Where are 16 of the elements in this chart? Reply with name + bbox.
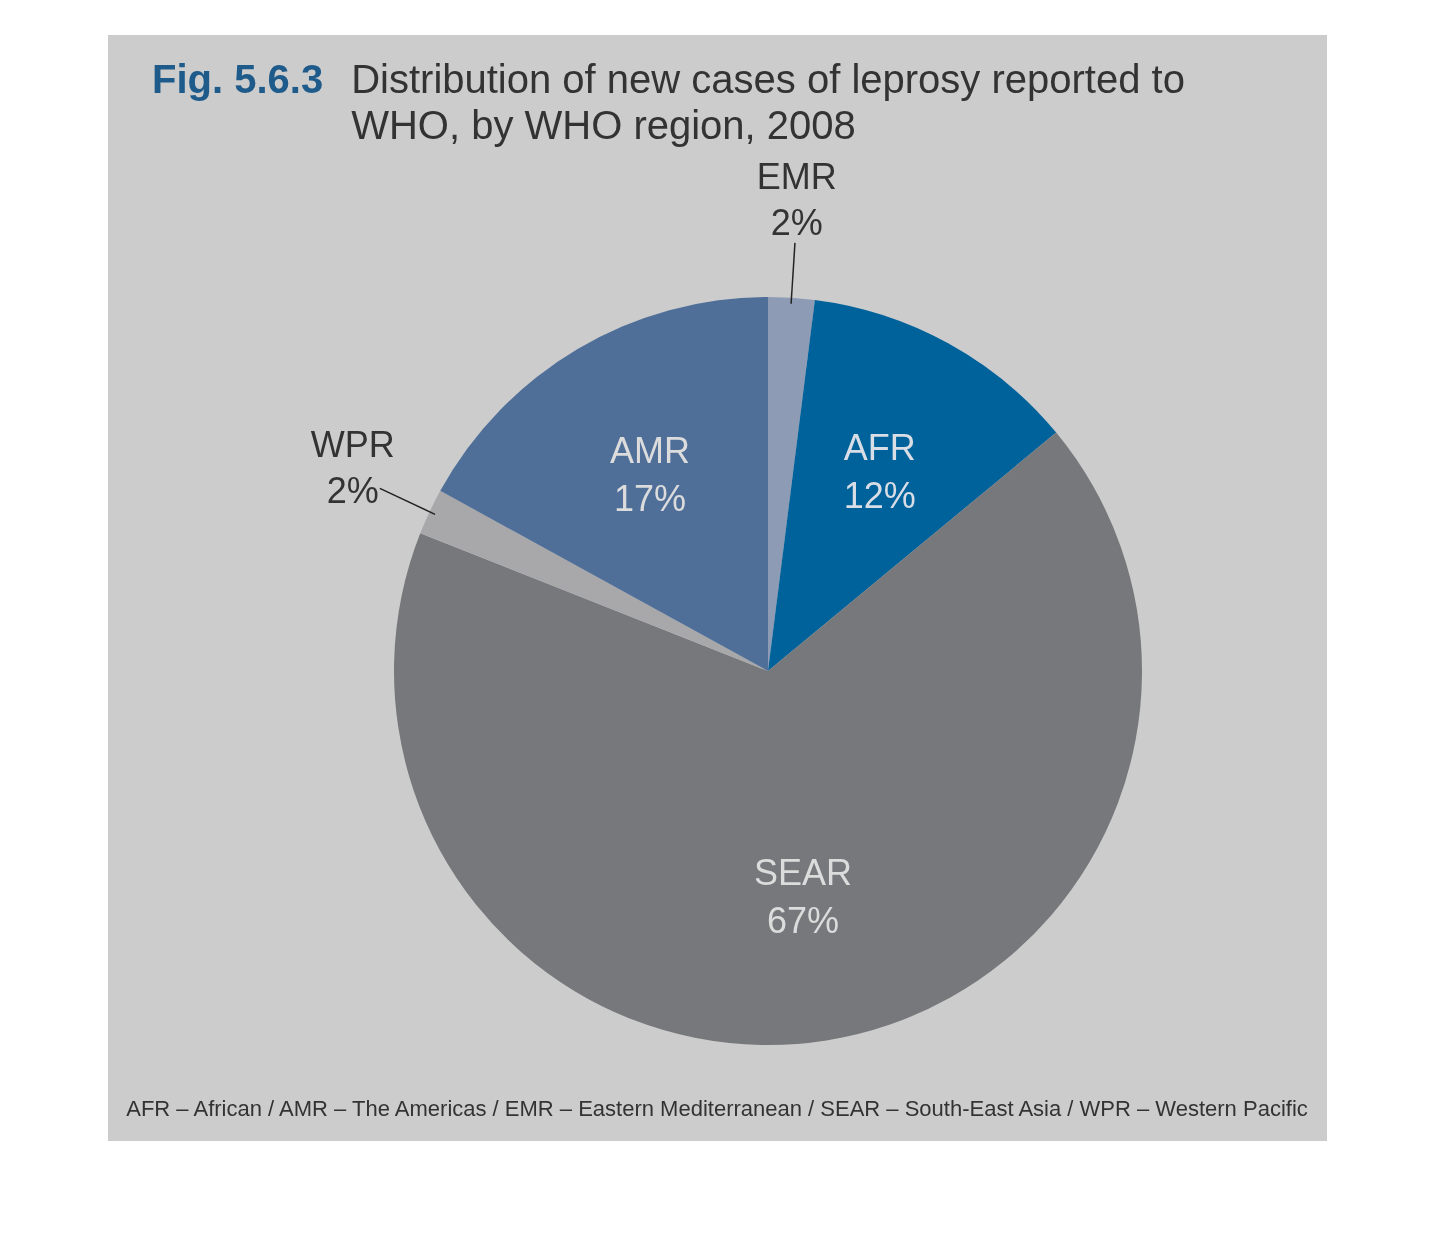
slice-label: EMR (756, 155, 837, 197)
slice-label: SEAR (754, 851, 853, 893)
text: AFR – African / AMR – The Americas / EMR – Eastern Mediterranean / SEAR – South-East Asia / WPR – Western Pacific (126, 1096, 1308, 1121)
slice-label: AFR (843, 426, 916, 468)
chart-title: Distribution of new cases of leprosy reported to WHO, by WHO region, 2008 (351, 57, 1185, 147)
slice-label: AMR (609, 430, 690, 472)
data-label: 17% (613, 478, 686, 520)
data-label: 12% (843, 474, 916, 516)
slice-label: WPR (310, 424, 395, 466)
caption: Fig. 5.6.3 (152, 57, 324, 101)
data-label: 67% (767, 899, 840, 941)
data-label: 2% (770, 201, 823, 243)
data-label: 2% (326, 470, 379, 512)
pie-slice (394, 432, 1142, 1045)
pie-slice (768, 299, 1057, 671)
pie-slice (440, 297, 768, 671)
